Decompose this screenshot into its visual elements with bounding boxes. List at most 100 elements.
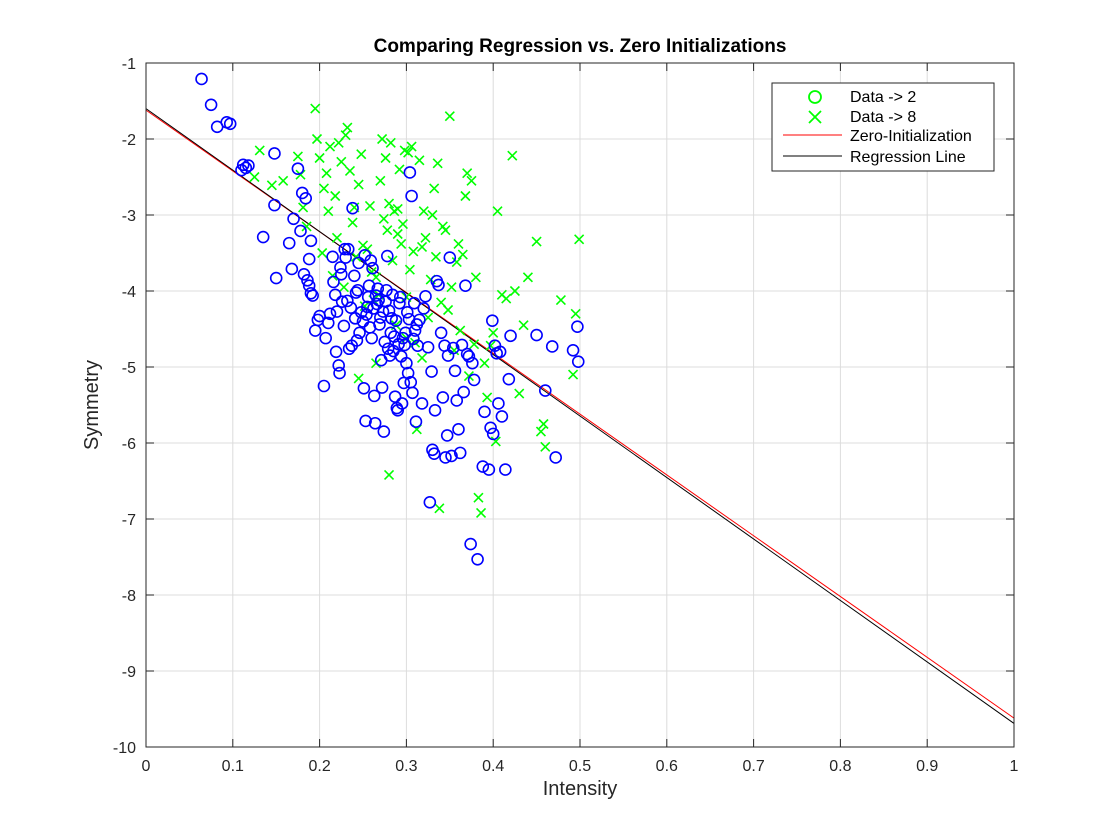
cross-stroke — [453, 238, 464, 249]
cross-stroke — [518, 320, 529, 331]
cross-stroke — [455, 325, 466, 336]
data-8-point — [338, 282, 349, 293]
data-2-point — [484, 421, 497, 435]
cross-stroke — [444, 111, 455, 122]
cross-stroke — [392, 228, 403, 240]
data-2-point — [446, 341, 460, 355]
cross-stroke — [475, 507, 487, 518]
data-8-point — [501, 293, 512, 304]
cross-stroke — [338, 282, 349, 293]
data-2-point — [401, 366, 415, 380]
data-2-point — [423, 495, 437, 509]
data-2-point — [425, 365, 438, 378]
cross-stroke — [314, 152, 325, 164]
data-8-point — [356, 149, 367, 160]
data-8-point — [574, 234, 585, 245]
cross-stroke — [574, 234, 585, 245]
cross-stroke — [437, 221, 448, 232]
data-2-point — [204, 98, 218, 112]
data-8-point — [453, 238, 464, 249]
cross-stroke — [382, 225, 393, 236]
data-2-point — [332, 359, 345, 372]
data-2-point — [299, 191, 313, 205]
chart-title: Comparing Regression vs. Zero Initializa… — [374, 36, 787, 57]
data-2-point — [335, 295, 349, 308]
cross-stroke — [353, 373, 364, 384]
data-2-point — [344, 301, 358, 315]
cross-stroke — [383, 469, 395, 480]
data-2-point — [395, 397, 409, 410]
regression-line — [145, 108, 1015, 724]
x-tick-label: 0.6 — [656, 758, 678, 775]
data-8-point — [362, 244, 373, 255]
data-2-point — [419, 290, 432, 303]
data-2-point — [287, 212, 300, 226]
data-2-point — [346, 201, 359, 215]
data-8-point — [444, 111, 455, 122]
cross-stroke — [570, 308, 581, 319]
data-2-point — [353, 326, 366, 340]
cross-stroke — [380, 152, 391, 164]
y-tick-label: -3 — [122, 208, 136, 225]
data-2-point — [432, 278, 445, 292]
cross-stroke — [427, 209, 438, 221]
cross-stroke — [522, 272, 533, 283]
data-8-point — [396, 238, 407, 249]
data-2-point — [453, 446, 467, 460]
data-8-point — [434, 503, 445, 514]
data-2-point — [365, 331, 378, 345]
cross-stroke — [555, 295, 566, 306]
data-2-point — [448, 364, 462, 378]
cross-stroke — [362, 244, 373, 255]
data-2-point — [372, 293, 385, 307]
data-2-point — [357, 381, 371, 395]
data-2-point — [445, 449, 458, 463]
data-2-point — [297, 267, 311, 281]
data-8-point — [416, 241, 428, 252]
cross-stroke — [416, 352, 428, 363]
data-8-point — [488, 327, 499, 338]
cross-stroke — [442, 304, 454, 316]
legend-label-regression: Regression Line — [850, 149, 966, 166]
cross-stroke — [324, 141, 336, 152]
data-8-point — [324, 141, 336, 152]
cross-stroke — [509, 285, 520, 297]
data-8-point — [375, 175, 386, 186]
data-2-point — [399, 326, 412, 340]
data-8-point — [509, 285, 520, 297]
data-8-point — [518, 320, 529, 331]
data-8-point — [414, 155, 425, 166]
cross-stroke — [266, 180, 277, 191]
cross-stroke — [436, 297, 447, 308]
data-2-point — [381, 249, 394, 263]
data-8-point — [442, 304, 454, 316]
data-2-point — [486, 314, 499, 327]
cross-stroke — [330, 190, 341, 202]
data-2-point — [366, 261, 379, 275]
data-2-point — [349, 286, 363, 299]
data-2-point — [285, 262, 299, 276]
data-2-point — [321, 316, 335, 330]
data-8-point — [383, 469, 395, 480]
cross-stroke — [414, 155, 425, 166]
data-2-point — [329, 345, 343, 359]
cross-stroke — [399, 145, 410, 156]
data-2-point — [486, 427, 500, 441]
data-2-point — [352, 256, 365, 270]
data-2-point — [367, 389, 381, 403]
data-2-point — [409, 415, 423, 429]
data-2-point — [195, 72, 208, 86]
data-8-point — [460, 190, 471, 202]
legend-label-data-8: Data -> 8 — [850, 109, 916, 126]
data-8-point — [387, 255, 398, 266]
data-2-point — [471, 552, 484, 566]
data-8-point — [440, 225, 451, 236]
data-2-point — [378, 335, 392, 349]
cross-stroke — [378, 213, 389, 224]
data-2-point — [406, 386, 419, 400]
data-2-point — [436, 391, 450, 404]
cross-stroke — [375, 175, 386, 186]
data-8-point — [470, 272, 481, 283]
data-2-point — [350, 334, 364, 347]
data-2-point — [341, 294, 354, 308]
